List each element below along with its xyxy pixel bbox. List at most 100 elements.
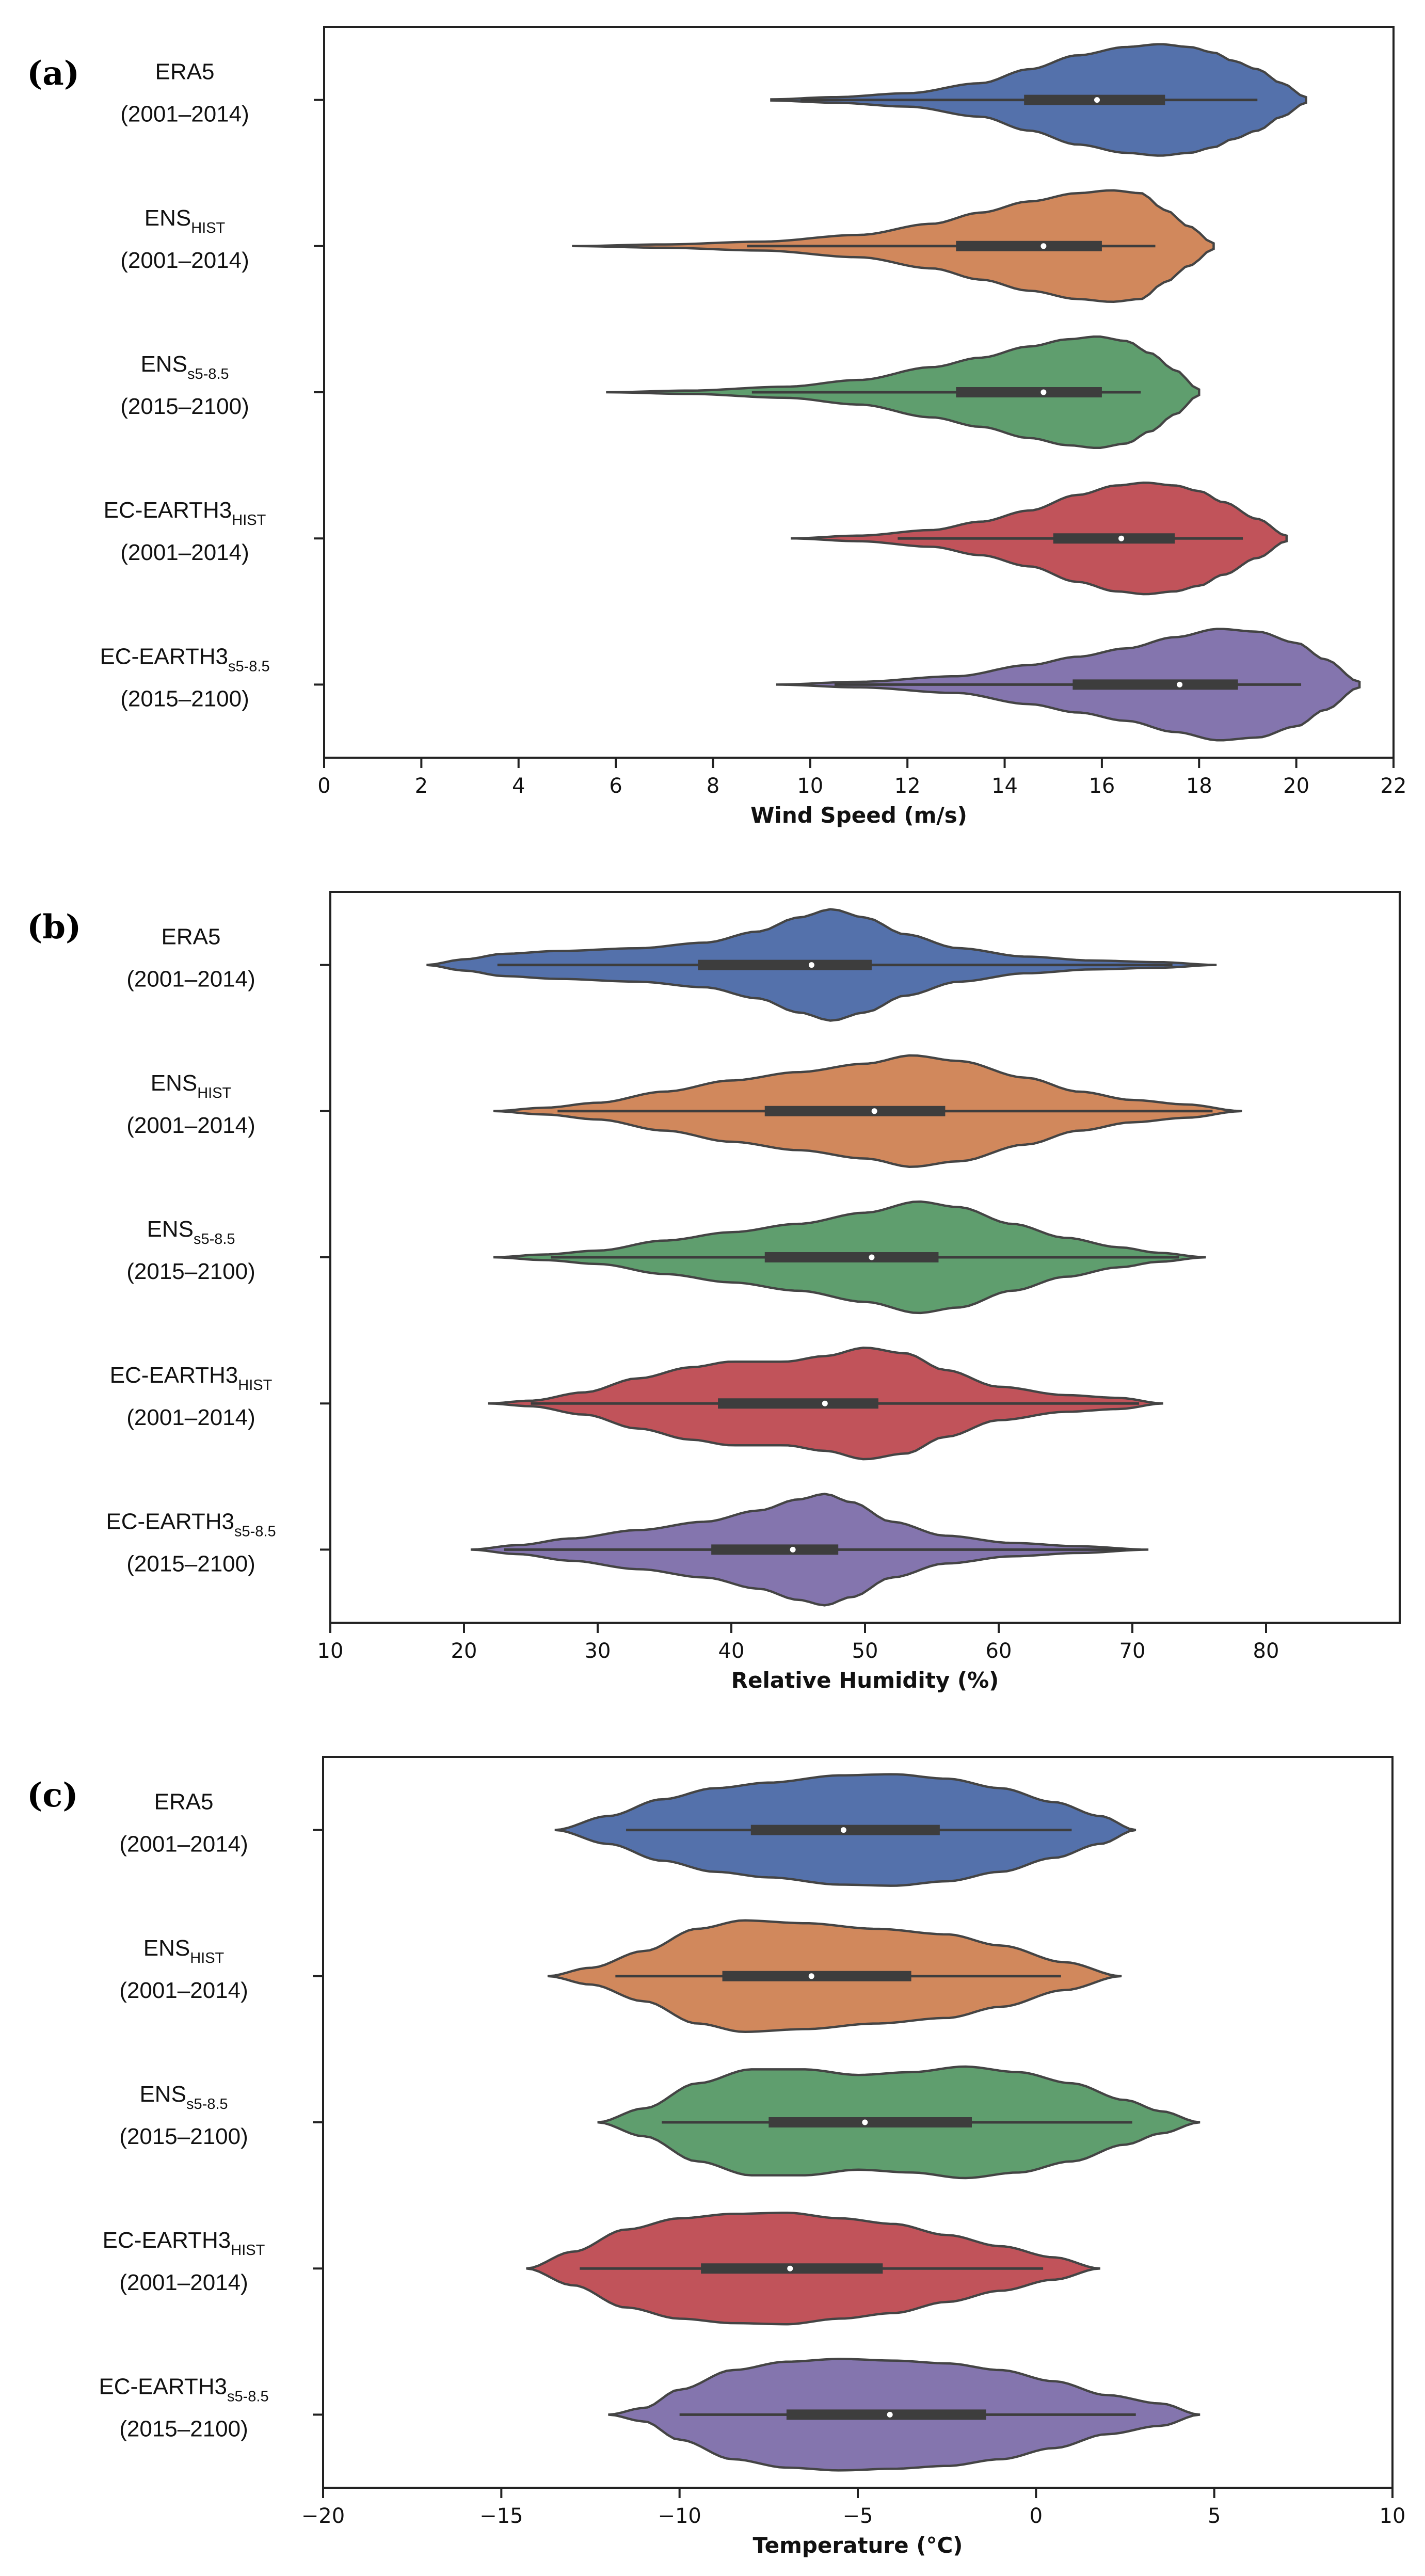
category-name: EC-EARTH3 — [100, 644, 228, 669]
category-name: ENS — [147, 1217, 193, 1242]
category-period: (2015–2100) — [119, 2416, 248, 2441]
violin-group: EC-EARTH3s5-8.5 (2015–2100) — [99, 2358, 1200, 2472]
violin-median — [871, 1108, 877, 1114]
category-label: ERA5 — [155, 59, 215, 85]
category-name: EC-EARTH3 — [104, 498, 232, 523]
category-label: EC-EARTH3s5-8.5 — [100, 644, 269, 675]
category-subscript: s5-8.5 — [228, 658, 270, 675]
x-tick-label: 10 — [797, 774, 823, 798]
violin-group: EC-EARTH3s5-8.5 (2015–2100) — [100, 628, 1361, 742]
category-period: (2001–2014) — [120, 248, 249, 273]
category-subscript: HIST — [232, 512, 266, 529]
x-tick-label: 60 — [986, 1639, 1012, 1663]
panel-c: (c) −20 −15 −10 −5 0 5 10 Temperature (°C) ERA5 (2… — [27, 1756, 1406, 2558]
category-label: EC-EARTH3HIST — [110, 1363, 273, 1394]
x-tick-label: 10 — [317, 1639, 344, 1663]
category-label: EC-EARTH3HIST — [103, 2228, 265, 2259]
x-tick-label: 18 — [1186, 774, 1212, 798]
x-tick-label: −15 — [479, 2504, 523, 2528]
x-axis-title: Temperature (°C) — [753, 2533, 963, 2558]
x-tick-label: 40 — [718, 1639, 745, 1663]
violin-group: EC-EARTH3HIST (2001–2014) — [104, 482, 1288, 596]
violin-median — [840, 1827, 846, 1833]
category-period: (2001–2014) — [119, 1978, 248, 2003]
violin-median — [1040, 243, 1047, 249]
category-subscript: s5-8.5 — [234, 1523, 276, 1540]
violin-group: ENSHIST (2001–2014) — [126, 1054, 1242, 1168]
category-period: (2015–2100) — [120, 394, 249, 419]
x-tick-label: 4 — [512, 774, 525, 798]
category-period: (2015–2100) — [119, 2124, 248, 2149]
x-tick-label: 22 — [1381, 774, 1407, 798]
violin-median — [887, 2411, 893, 2418]
category-subscript: HIST — [197, 1085, 231, 1101]
violin-median — [808, 962, 814, 968]
category-name: EC-EARTH3 — [99, 2374, 227, 2399]
violin-group: ENSs5-8.5 (2015–2100) — [119, 2065, 1200, 2180]
x-tick-label: 6 — [609, 774, 622, 798]
violin-median — [787, 2265, 793, 2271]
x-tick-label: 16 — [1088, 774, 1115, 798]
panel-a: (a) 0 2 4 6 8 10 12 14 16 18 20 22 Wind Speed (m/s) ER… — [27, 26, 1407, 828]
category-subscript: s5-8.5 — [227, 2388, 269, 2405]
x-tick-label: −20 — [301, 2504, 345, 2528]
x-tick-label: −10 — [658, 2504, 701, 2528]
category-name: ERA5 — [162, 924, 221, 950]
violin-median — [808, 1973, 814, 1979]
x-axis-title: Wind Speed (m/s) — [750, 803, 967, 828]
panel-b: (b) 10 20 30 40 50 60 70 80 Relative Humidity (%)… — [27, 891, 1401, 1693]
violin-group: ENSs5-8.5 (2015–2100) — [120, 335, 1200, 450]
violin-median — [1040, 389, 1047, 395]
category-name: ENS — [139, 2082, 186, 2107]
x-tick-label: 8 — [707, 774, 719, 798]
violin-group: ERA5 (2001–2014) — [120, 43, 1307, 157]
category-label: EC-EARTH3s5-8.5 — [99, 2374, 268, 2405]
x-tick-label: 30 — [585, 1639, 611, 1663]
category-period: (2015–2100) — [120, 686, 249, 711]
violin-group: EC-EARTH3HIST (2001–2014) — [103, 2211, 1100, 2326]
violin-group: ERA5 (2001–2014) — [126, 908, 1217, 1022]
panel-label: (c) — [27, 1776, 78, 1815]
x-tick-label: 50 — [852, 1639, 878, 1663]
x-tick-label: 14 — [991, 774, 1018, 798]
x-tick-label: 10 — [1380, 2504, 1406, 2528]
violin-median — [790, 1546, 796, 1553]
category-period: (2001–2014) — [120, 540, 249, 565]
category-name: EC-EARTH3 — [110, 1363, 238, 1388]
category-subscript: HIST — [190, 1950, 224, 1966]
violin-group: ENSs5-8.5 (2015–2100) — [126, 1200, 1206, 1315]
category-name: EC-EARTH3 — [103, 2228, 231, 2253]
category-label: ENSHIST — [151, 1070, 232, 1101]
category-subscript: HIST — [238, 1377, 272, 1394]
x-tick-label: 20 — [1283, 774, 1309, 798]
violin-median — [869, 1254, 875, 1260]
category-label: EC-EARTH3HIST — [104, 498, 266, 529]
category-subscript: s5-8.5 — [194, 1231, 235, 1247]
category-label: ENSs5-8.5 — [147, 1217, 235, 1247]
category-period: (2001–2014) — [126, 967, 255, 992]
violin-median — [1118, 535, 1125, 541]
violin-group: EC-EARTH3s5-8.5 (2015–2100) — [106, 1493, 1149, 1607]
x-tick-label: 2 — [415, 774, 428, 798]
violin-group: EC-EARTH3HIST (2001–2014) — [110, 1347, 1163, 1461]
x-tick-label: 0 — [1030, 2504, 1043, 2528]
panel-label: (a) — [27, 54, 79, 93]
violin-median — [1094, 97, 1100, 103]
category-name: ERA5 — [154, 1789, 214, 1815]
x-tick-label: 12 — [894, 774, 921, 798]
category-label: ENSs5-8.5 — [140, 351, 229, 382]
violin-median — [862, 2119, 868, 2125]
category-subscript: s5-8.5 — [186, 2096, 228, 2113]
category-period: (2001–2014) — [126, 1113, 255, 1138]
violin-group: ENSHIST (2001–2014) — [120, 189, 1215, 303]
x-tick-label: 20 — [451, 1639, 477, 1663]
category-name: ERA5 — [155, 59, 215, 85]
x-axis-title: Relative Humidity (%) — [731, 1668, 999, 1693]
category-name: ENS — [140, 351, 187, 377]
category-name: ENS — [145, 205, 191, 231]
x-tick-label: 80 — [1253, 1639, 1279, 1663]
category-period: (2015–2100) — [126, 1551, 255, 1576]
category-name: ENS — [143, 1935, 190, 1961]
category-label: ENSs5-8.5 — [139, 2082, 228, 2113]
violin-median — [822, 1400, 828, 1406]
